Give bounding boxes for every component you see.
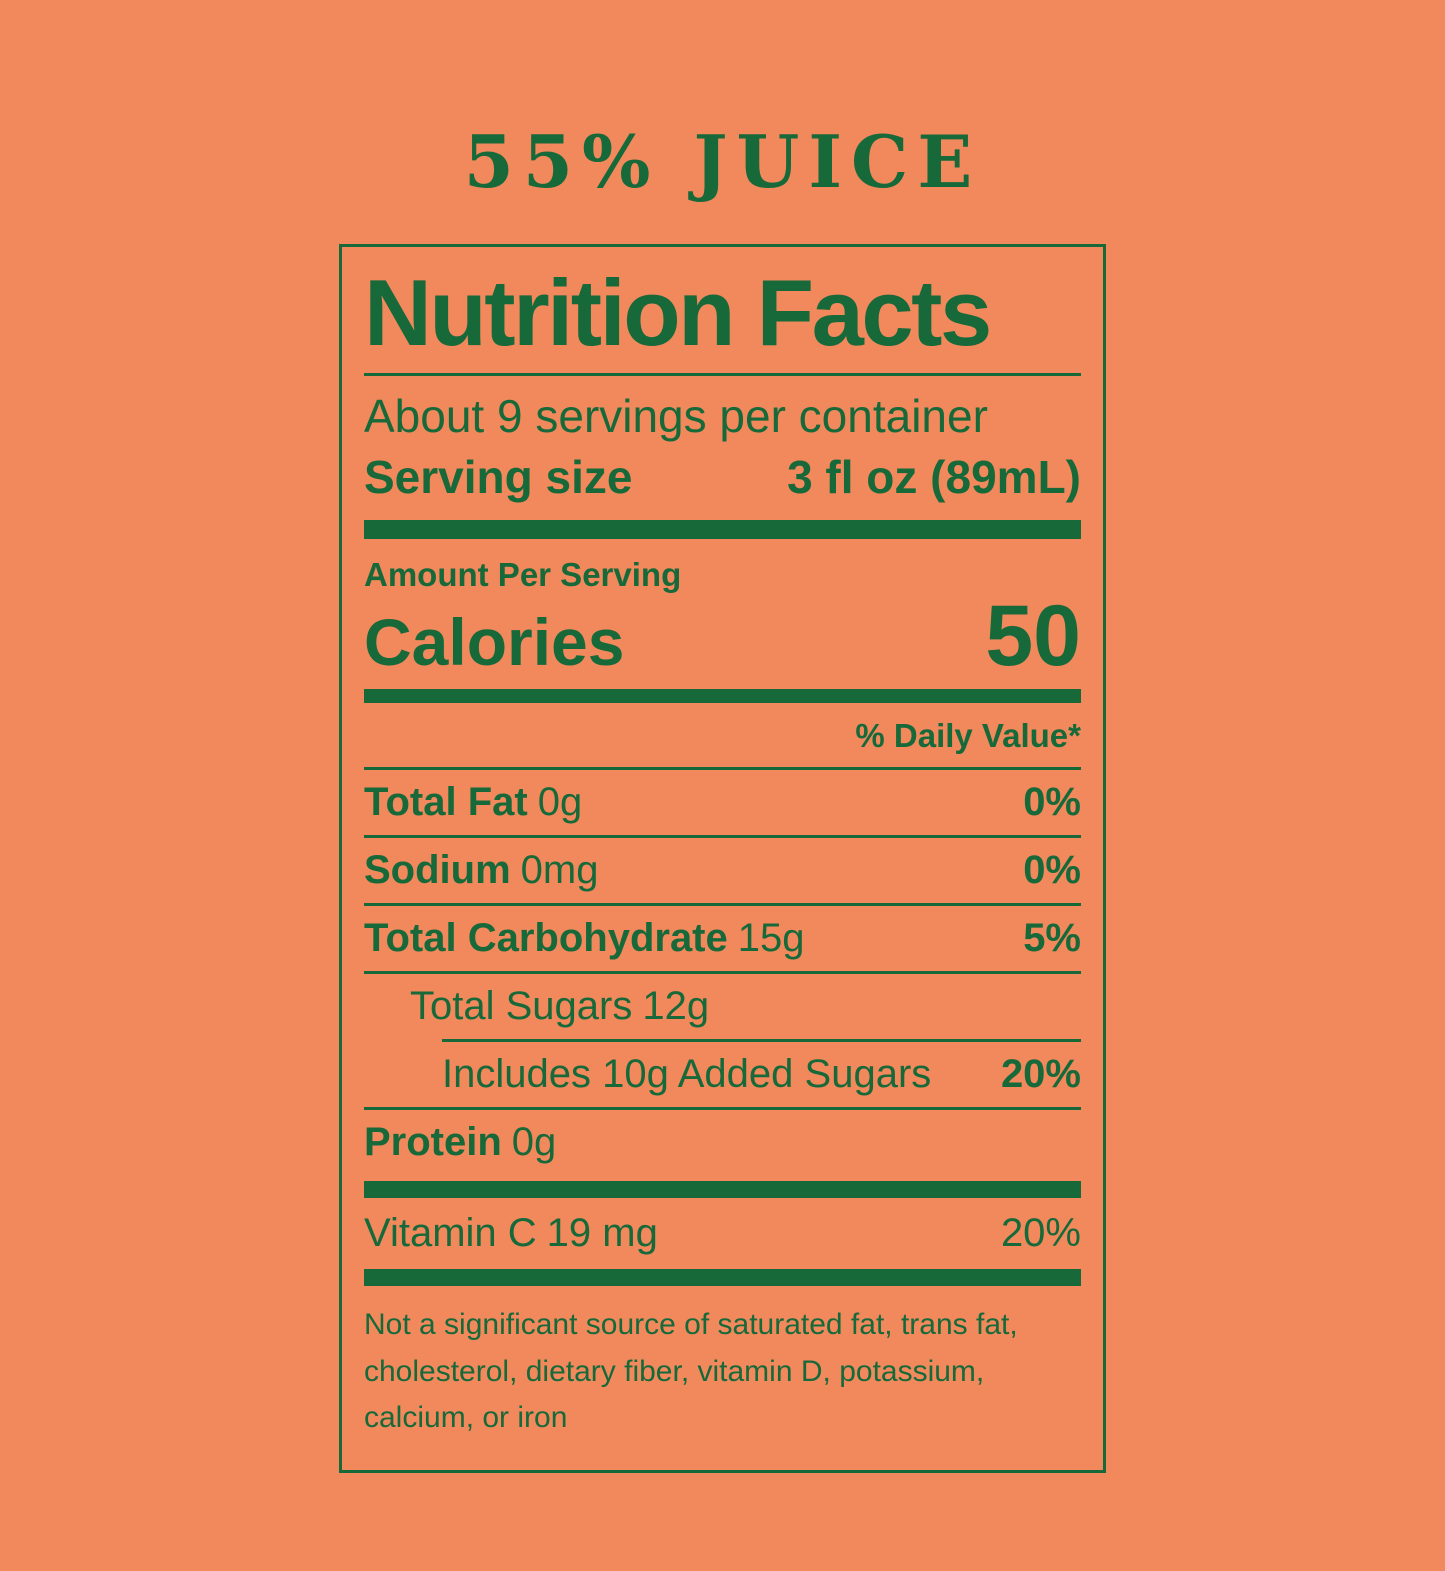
nutrient-daily-value: 0% xyxy=(1023,780,1081,825)
thick-divider-after-serving-size xyxy=(364,519,1081,539)
nutrient-text: Total Sugars 12g xyxy=(364,983,709,1029)
nutrient-text: Includes 10g Added Sugars xyxy=(364,1051,931,1097)
servings-per-container: About 9 servings per container xyxy=(364,389,988,442)
divider xyxy=(364,903,1081,907)
nutrient-row-added-sugars: Includes 10g Added Sugars 20% xyxy=(364,1042,1081,1107)
vitamin-row-vitamin-c: Vitamin C 19 mg 20% xyxy=(364,1198,1081,1269)
divider xyxy=(364,971,1081,975)
product-juice-percentage-title: 55% JUICE xyxy=(463,119,982,204)
nutrient-amount: 0mg xyxy=(520,848,599,893)
daily-value-header: % Daily Value* xyxy=(855,717,1081,755)
calories-value: 50 xyxy=(985,587,1081,684)
nutrient-amount: 0g xyxy=(537,780,583,825)
nutrient-row-total-carbohydrate: Total Carbohydrate 15g 5% xyxy=(364,906,1081,971)
nutrient-amount: 15g xyxy=(737,916,805,961)
nutrient-amount: 12g xyxy=(642,984,710,1029)
serving-size-label: Serving size xyxy=(364,450,633,503)
vitamin-name: Vitamin C xyxy=(364,1211,537,1256)
thick-divider-before-vitamins xyxy=(364,1181,1081,1199)
divider-inset xyxy=(442,1039,1081,1043)
nutrient-name: Protein xyxy=(364,1120,502,1165)
nutrient-text: Total Carbohydrate 15g xyxy=(364,915,805,961)
nutrient-daily-value: 5% xyxy=(1023,916,1081,961)
calories-row: Calories 50 xyxy=(364,587,1081,684)
nutrient-amount: 0g xyxy=(511,1120,557,1165)
not-significant-source-footnote: Not a significant source of saturated fa… xyxy=(364,1308,1018,1435)
divider xyxy=(364,835,1081,839)
nutrition-facts-panel: Nutrition Facts About 9 servings per con… xyxy=(339,244,1106,1473)
nutrient-text: Protein 0g xyxy=(364,1119,556,1165)
nutrient-row-total-sugars: Total Sugars 12g xyxy=(364,974,1081,1039)
vitamin-daily-value: 20% xyxy=(1000,1211,1081,1256)
nutrient-row-sodium: Sodium 0mg 0% xyxy=(364,838,1081,903)
nutrient-row-total-fat: Total Fat 0g 0% xyxy=(364,770,1081,835)
serving-size-row: Serving size 3 fl oz (89mL) xyxy=(364,451,1081,504)
divider xyxy=(364,767,1081,771)
nutrient-text: Total Fat 0g xyxy=(364,779,582,825)
thick-divider-after-vitamins xyxy=(364,1269,1081,1287)
nutrient-name: Total Sugars xyxy=(410,984,633,1029)
nutrient-daily-value: 20% xyxy=(1000,1052,1081,1097)
vitamin-text: Vitamin C 19 mg xyxy=(364,1210,658,1256)
amount-per-serving-label: Amount Per Serving xyxy=(364,555,682,593)
divider-under-title xyxy=(364,372,1081,376)
nutrient-name: Total Fat xyxy=(364,780,528,825)
nutrient-name: Includes 10g Added Sugars xyxy=(442,1052,932,1097)
calories-label: Calories xyxy=(364,604,625,679)
nutrient-name: Sodium xyxy=(364,848,511,893)
nutrition-facts-title: Nutrition Facts xyxy=(364,260,992,365)
vitamin-amount: 19 mg xyxy=(546,1211,658,1256)
nutrient-daily-value: 0% xyxy=(1023,848,1081,893)
divider xyxy=(364,1107,1081,1111)
serving-size-value: 3 fl oz (89mL) xyxy=(787,450,1081,503)
medium-divider-after-calories xyxy=(364,689,1081,704)
nutrient-row-protein: Protein 0g xyxy=(364,1110,1081,1175)
nutrient-text: Sodium 0mg xyxy=(364,847,598,893)
nutrient-name: Total Carbohydrate xyxy=(364,916,728,961)
